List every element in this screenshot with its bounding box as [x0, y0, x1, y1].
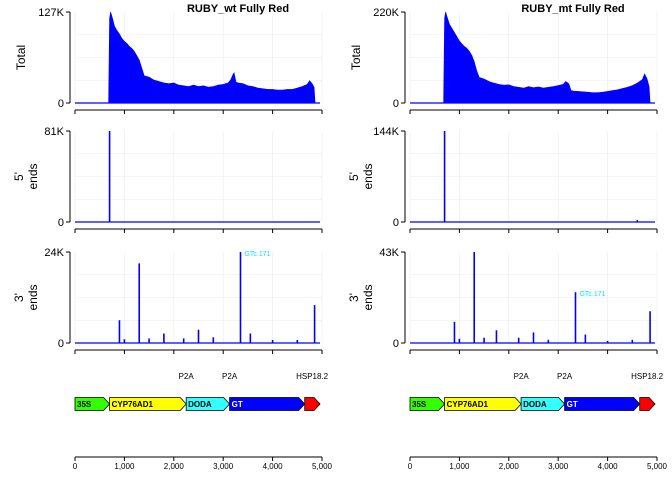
- track-2-panel-2: 144K 0 5'ends: [347, 126, 658, 233]
- y-axis-label: 5'ends: [12, 163, 40, 189]
- y-axis-label-line: ends: [361, 284, 375, 310]
- feature-label: P2A: [222, 372, 238, 381]
- y-tick-label-min: 0: [58, 338, 64, 350]
- bottom-axis-tick-label: 5,000: [312, 462, 333, 471]
- bottom-axis-tick-label: 1,000: [449, 462, 470, 471]
- bottom-axis-tick-label: 1,000: [114, 462, 135, 471]
- y-tick-label-min: 0: [393, 338, 399, 350]
- y-axis-label-line: Total: [349, 45, 363, 70]
- y-tick-label-min: 0: [58, 98, 64, 110]
- y-axis-label-line: 5': [12, 172, 26, 181]
- gene-feature-label: 35S: [77, 400, 92, 409]
- y-axis-label: 3'ends: [347, 284, 375, 310]
- gene-map-panel-1: 35S CYP76AD1 DODA GT: [74, 397, 321, 411]
- bottom-axis-tick-label: 2,000: [499, 462, 520, 471]
- y-axis-label: Total: [349, 45, 363, 70]
- feature-label: P2A: [179, 372, 195, 381]
- peak-annotation: GTc.171: [244, 251, 270, 258]
- bottom-axis-tick-label: 0: [73, 462, 78, 471]
- y-axis-label-line: ends: [26, 284, 40, 310]
- y-axis-label-line: 3': [12, 293, 26, 302]
- gene-feature: [409, 397, 446, 411]
- feature-label: P2A: [557, 372, 573, 381]
- bottom-axis-tick-label: 5,000: [647, 462, 668, 471]
- y-tick-label-max: 220K: [373, 7, 399, 19]
- coverage-area: [410, 11, 651, 104]
- gene-feature: [304, 397, 321, 411]
- gene-feature-label: DODA: [523, 400, 547, 409]
- gene-feature: [639, 397, 656, 411]
- bottom-axis-tick-label: 2,000: [164, 462, 185, 471]
- track-1-panel-2: 220K 0 Total: [349, 7, 658, 114]
- bottom-axis-tick-label: 4,000: [598, 462, 619, 471]
- gene-feature-label: GT: [232, 400, 243, 409]
- track-3-panel-2: GTc.171 43K 0 3'ends: [347, 247, 658, 354]
- gene-feature: [74, 397, 111, 411]
- y-tick-label-max: 144K: [373, 126, 399, 138]
- panel-title: RUBY_mt Fully Red: [521, 3, 624, 15]
- gene-feature-label: GT: [567, 400, 578, 409]
- bottom-axis-tick-label: 3,000: [548, 462, 569, 471]
- gene-feature-label: CYP76AD1: [112, 400, 154, 409]
- y-axis-label-line: ends: [26, 163, 40, 189]
- y-axis-label: 3'ends: [12, 284, 40, 310]
- y-axis-label: 5'ends: [347, 163, 375, 189]
- track-1-panel-1: 127K 0 Total: [14, 7, 323, 114]
- feature-label: HSP18.2: [631, 372, 664, 381]
- feature-label: HSP18.2: [296, 372, 329, 381]
- gene-map-panel-2: 35S CYP76AD1 DODA GT: [409, 397, 656, 411]
- y-tick-label-min: 0: [58, 217, 64, 229]
- y-tick-label-min: 0: [393, 217, 399, 229]
- y-tick-label-max: 81K: [44, 126, 64, 138]
- bottom-axis-tick-label: 3,000: [213, 462, 234, 471]
- y-tick-label-max: 43K: [379, 247, 399, 259]
- gene-feature-label: DODA: [188, 400, 212, 409]
- gene-feature-label: 35S: [412, 400, 427, 409]
- coverage-area: [75, 11, 316, 104]
- y-axis-label-line: 5': [347, 172, 361, 181]
- y-axis-label: Total: [14, 45, 28, 70]
- gene-feature: [564, 397, 641, 411]
- bottom-axis-tick-label: 4,000: [263, 462, 284, 471]
- gene-feature: [185, 397, 231, 411]
- gene-feature: [520, 397, 566, 411]
- gene-feature: [109, 397, 187, 411]
- y-axis-label-line: 3': [347, 293, 361, 302]
- peak-annotation: GTc.171: [579, 291, 605, 298]
- gene-feature: [444, 397, 522, 411]
- y-axis-label-line: Total: [14, 45, 28, 70]
- y-tick-label-max: 127K: [38, 7, 64, 19]
- track-3-panel-1: GTc.171 24K 0 3'ends: [12, 247, 323, 354]
- y-axis-label-line: ends: [361, 163, 375, 189]
- gene-feature-label: CYP76AD1: [447, 400, 489, 409]
- panel-title: RUBY_wt Fully Red: [187, 3, 289, 15]
- track-2-panel-1: 81K 0 5'ends: [12, 126, 323, 233]
- gene-feature: [229, 397, 306, 411]
- y-tick-label-max: 24K: [44, 247, 64, 259]
- feature-label: P2A: [514, 372, 530, 381]
- y-tick-label-min: 0: [393, 98, 399, 110]
- bottom-axis-tick-label: 0: [408, 462, 413, 471]
